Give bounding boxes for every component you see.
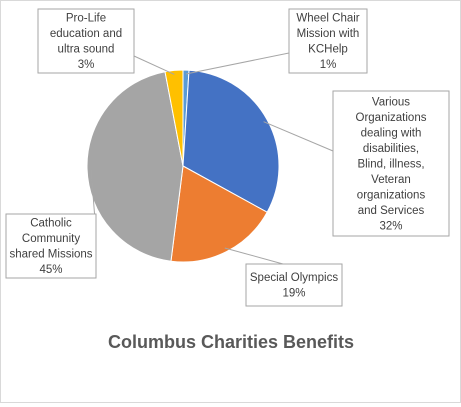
data-label-4: Catholic Community shared Missions 45% xyxy=(9,218,92,277)
callout-box-5 xyxy=(37,8,135,74)
data-label-2: Various Organizations dealing with disabili… xyxy=(356,96,427,232)
data-label-line: Pro-Life xyxy=(66,13,106,25)
data-label-line: and Services xyxy=(358,205,425,217)
data-label-callouts: Wheel Chair Mission with KCHelp 1% Various Or… xyxy=(5,8,450,307)
callout-box-3 xyxy=(245,263,343,307)
data-label-percent: 1% xyxy=(320,59,337,71)
data-label-line: Blind, illness, xyxy=(357,158,424,170)
pie-slice-4 xyxy=(86,71,184,262)
chart-title: Columbus Charities Benefits xyxy=(108,332,354,352)
data-label-line: Various xyxy=(372,96,410,108)
leader-line-3 xyxy=(224,247,284,265)
data-label-line: disabilities, xyxy=(363,143,419,155)
data-label-line: education and xyxy=(50,28,122,40)
data-label-line: Veteran xyxy=(371,174,411,186)
data-label-percent: 45% xyxy=(39,264,62,276)
data-label-line: Mission with xyxy=(297,28,360,40)
data-label-line: Special Olympics xyxy=(250,272,338,284)
data-label-line: Wheel Chair xyxy=(296,13,359,25)
data-label-1: Wheel Chair Mission with KCHelp 1% xyxy=(296,13,359,72)
data-label-line: Community xyxy=(22,233,80,245)
data-label-line: ultra sound xyxy=(58,44,115,56)
data-label-5: Pro-Life education and ultra sound 3% xyxy=(50,13,122,72)
leader-line-2 xyxy=(263,121,334,152)
pie-slice-3 xyxy=(170,165,268,263)
pie-slice-5 xyxy=(164,69,184,167)
data-label-line: dealing with xyxy=(361,127,422,139)
data-label-line: shared Missions xyxy=(9,249,92,261)
data-label-percent: 19% xyxy=(282,288,305,300)
callout-box-1 xyxy=(288,8,368,74)
leader-line-5 xyxy=(133,55,175,75)
pie-slice-2 xyxy=(182,69,280,213)
data-label-percent: 3% xyxy=(78,59,95,71)
callout-box-4 xyxy=(5,213,97,279)
data-label-percent: 32% xyxy=(379,220,402,232)
data-label-line: Organizations xyxy=(356,112,427,124)
data-label-line: KCHelp xyxy=(308,44,348,56)
callout-box-2 xyxy=(332,90,450,237)
data-label-3: Special Olympics 19% xyxy=(250,272,338,300)
data-label-line: Catholic xyxy=(30,218,72,230)
data-label-line: organizations xyxy=(357,189,426,201)
leader-line-1 xyxy=(185,52,290,75)
pie-slices xyxy=(86,69,280,263)
